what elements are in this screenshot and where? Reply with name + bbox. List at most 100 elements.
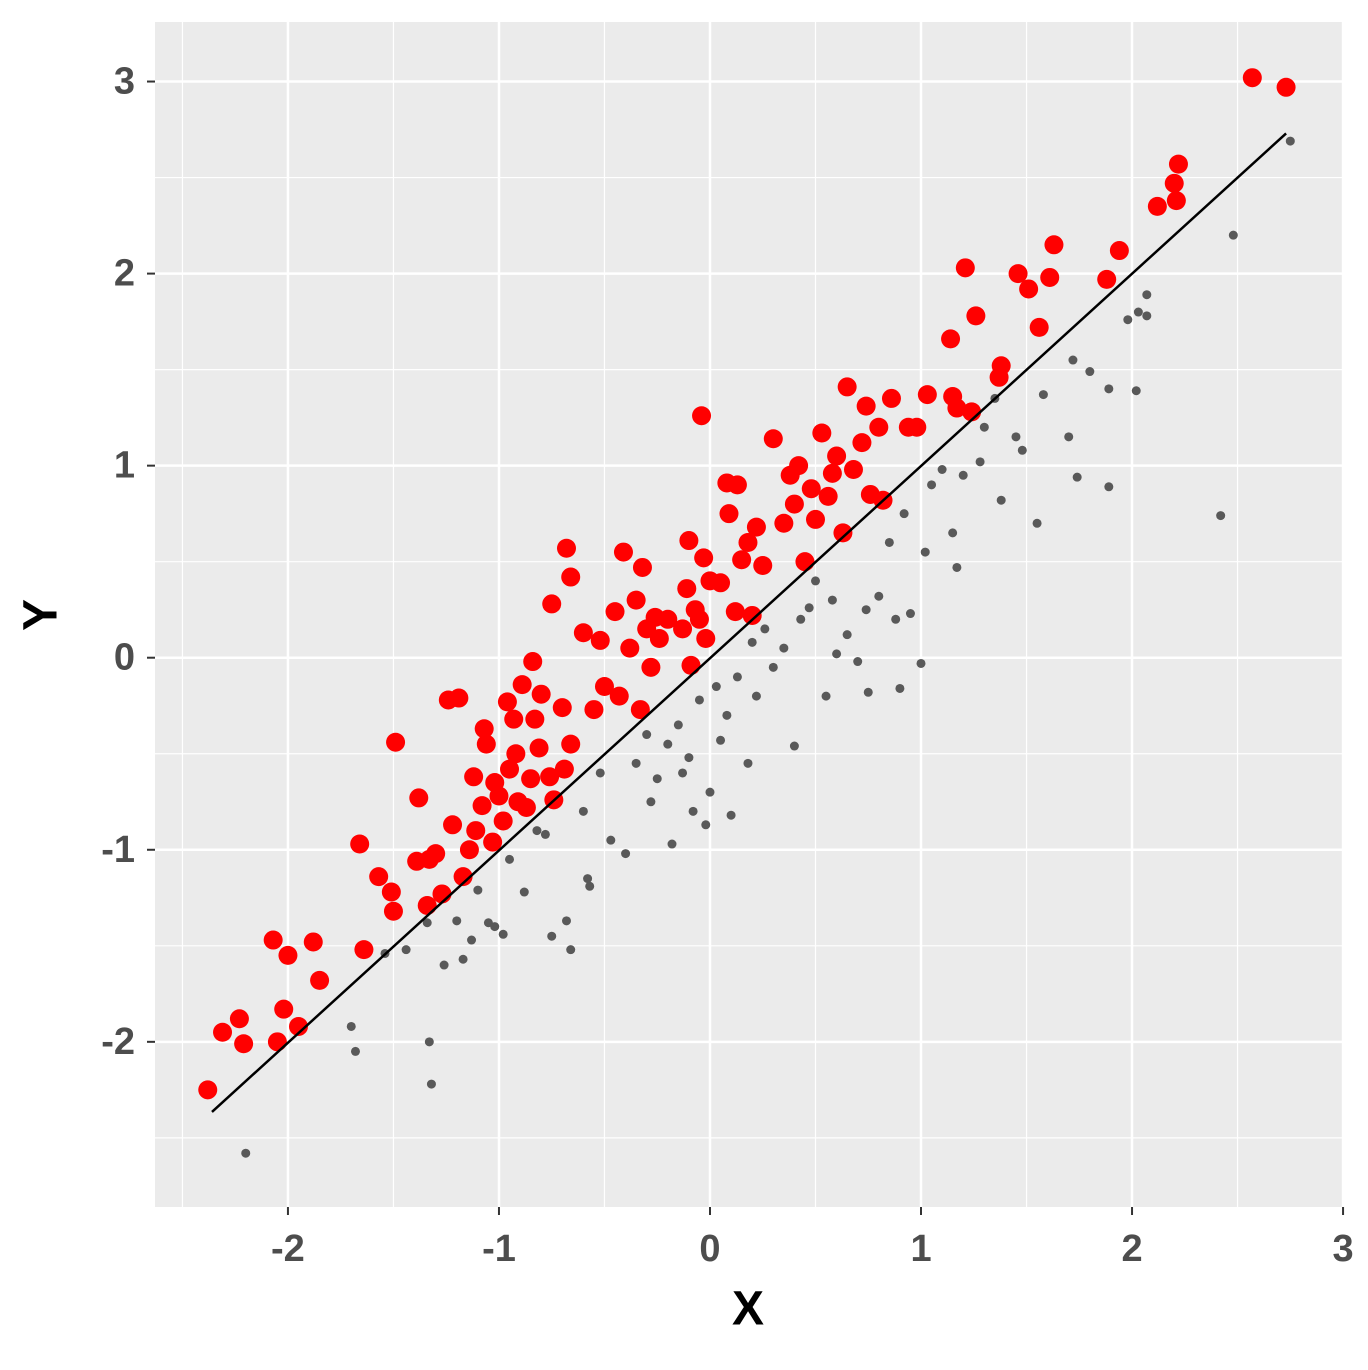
point [350, 1046, 360, 1056]
point [843, 459, 863, 479]
point [696, 629, 716, 649]
point [464, 767, 484, 787]
point [649, 629, 669, 649]
point [827, 595, 837, 605]
point [613, 542, 633, 562]
point [763, 429, 783, 449]
point [952, 562, 962, 572]
point [426, 1079, 436, 1089]
point [585, 881, 595, 891]
point [822, 463, 842, 483]
point [505, 854, 515, 864]
point [426, 844, 446, 864]
point [642, 730, 652, 740]
point [688, 806, 698, 816]
point [1011, 432, 1021, 442]
point [472, 796, 492, 816]
point [1040, 267, 1060, 287]
point [719, 504, 739, 524]
point [540, 767, 560, 787]
point [267, 1032, 287, 1052]
point [512, 675, 532, 695]
point [519, 887, 529, 897]
fit-line [211, 132, 1287, 1113]
point [833, 523, 853, 543]
point [278, 945, 298, 965]
point [584, 700, 604, 720]
point [432, 884, 452, 904]
point [768, 662, 778, 672]
point [350, 834, 370, 854]
point [274, 999, 294, 1019]
point [606, 835, 616, 845]
point [760, 624, 770, 634]
point [884, 537, 894, 547]
y-tick-label: 0 [114, 637, 135, 679]
point [812, 423, 832, 443]
point [677, 579, 697, 599]
point [483, 832, 503, 852]
point [288, 1016, 308, 1036]
point [1123, 315, 1133, 325]
point [796, 614, 806, 624]
point [1276, 77, 1296, 97]
point [552, 698, 572, 718]
point [609, 686, 629, 706]
point [746, 517, 766, 537]
point [1068, 355, 1078, 365]
point [449, 688, 469, 708]
point [631, 758, 641, 768]
point [842, 630, 852, 640]
point [684, 753, 694, 763]
point [856, 396, 876, 416]
point [652, 774, 662, 784]
point [594, 677, 614, 697]
point [540, 829, 550, 839]
point [804, 603, 814, 613]
point [832, 649, 842, 659]
point [958, 470, 968, 480]
point [1029, 317, 1049, 337]
x-tick-label: 2 [1121, 1228, 1142, 1270]
point [383, 901, 403, 921]
point [525, 709, 545, 729]
point [874, 591, 884, 601]
point [1044, 235, 1064, 255]
point [1285, 136, 1295, 146]
point [1038, 390, 1048, 400]
point [966, 306, 986, 326]
point [234, 1034, 254, 1054]
point [1164, 173, 1184, 193]
point [1008, 264, 1028, 284]
point [837, 377, 857, 397]
x-tick-label: -2 [271, 1228, 305, 1270]
point [354, 940, 374, 960]
point [493, 811, 513, 831]
point [1064, 432, 1074, 442]
point [632, 557, 652, 577]
point [605, 602, 625, 622]
point [561, 734, 581, 754]
point [853, 657, 863, 667]
point [1019, 279, 1039, 299]
point [863, 687, 873, 697]
point [422, 918, 432, 928]
point [476, 734, 496, 754]
point [727, 475, 747, 495]
point [401, 945, 411, 955]
point [658, 609, 678, 629]
point [473, 885, 483, 895]
point [895, 683, 905, 693]
point [805, 509, 825, 529]
point [529, 738, 549, 758]
point [937, 464, 947, 474]
point [701, 820, 711, 830]
point [743, 758, 753, 768]
point [1085, 367, 1095, 377]
point [751, 691, 761, 701]
point [694, 695, 704, 705]
point [458, 954, 468, 964]
point [1104, 482, 1114, 492]
point [996, 495, 1006, 505]
point [516, 798, 536, 818]
